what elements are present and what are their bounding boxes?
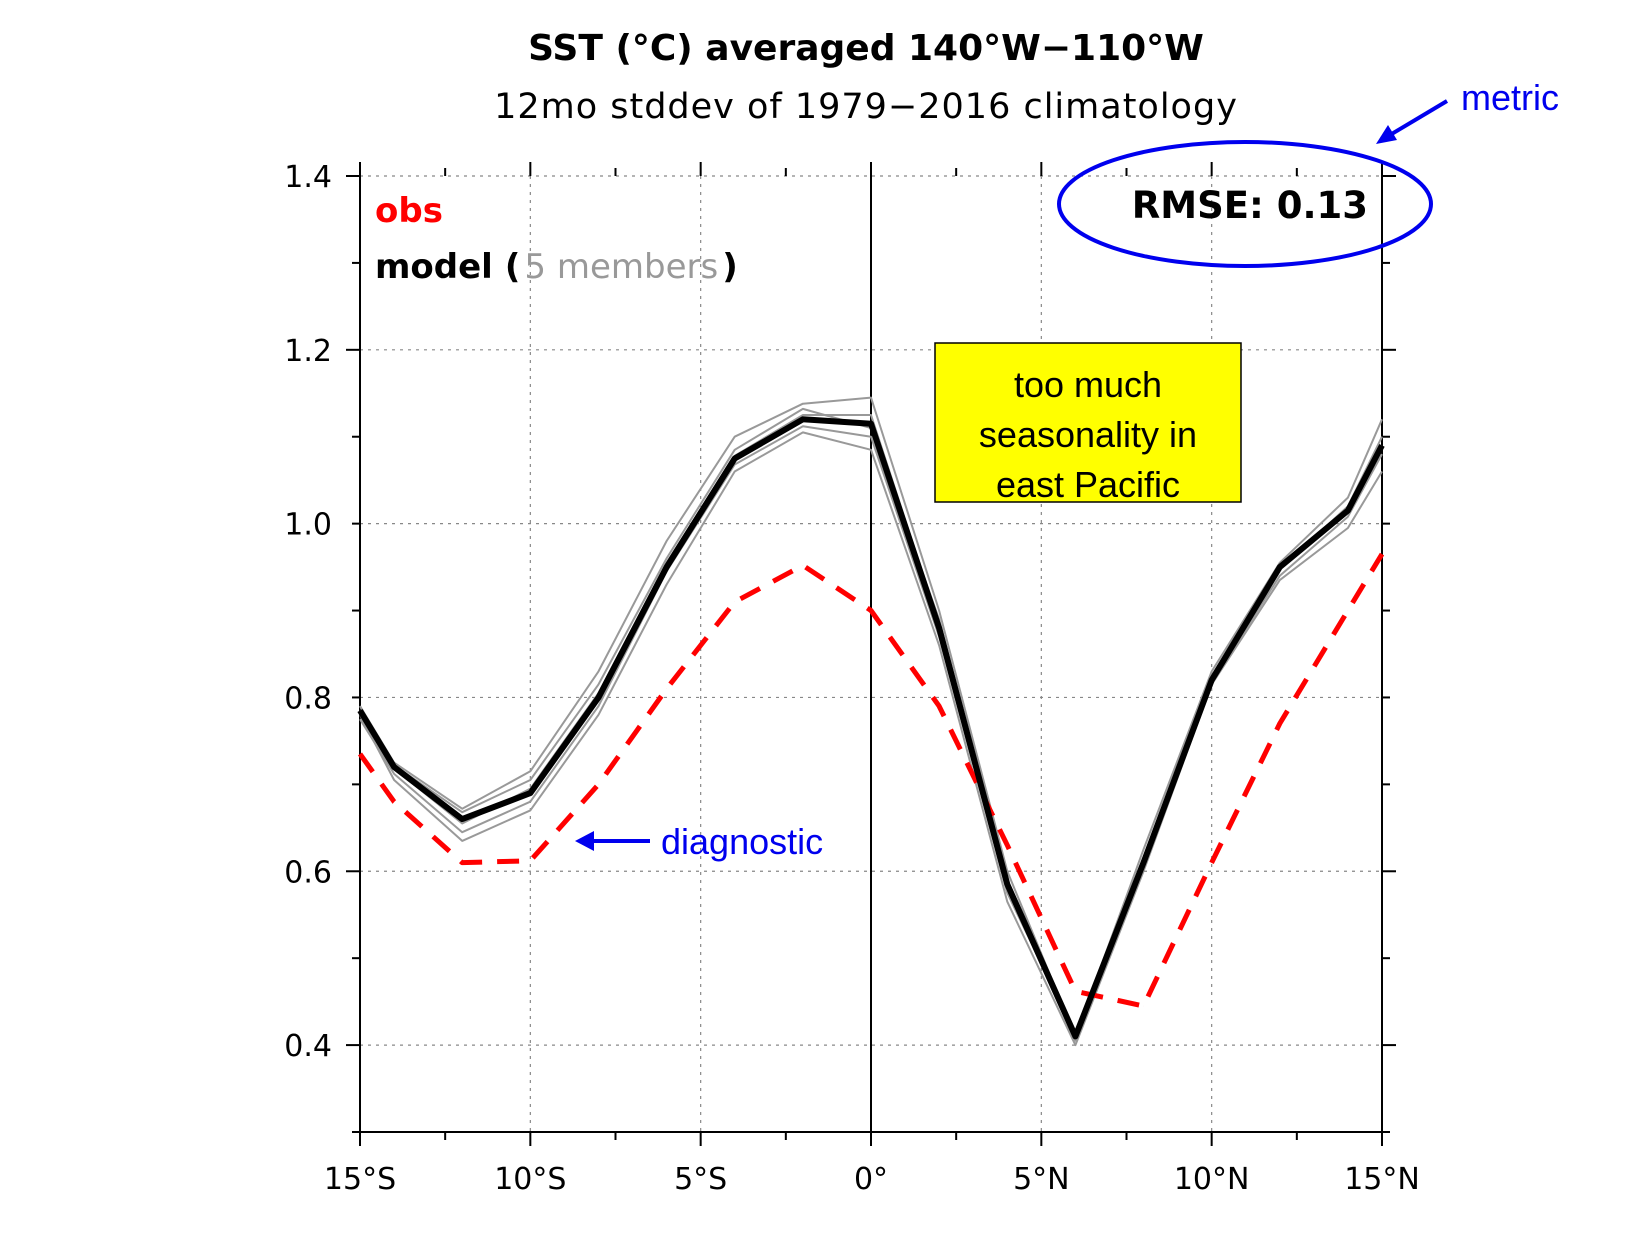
diagnostic-arrow-head: [575, 831, 594, 851]
legend-obs: obs: [375, 191, 443, 231]
metric-label: metric: [1461, 77, 1559, 118]
metric-arrow-head: [1376, 125, 1397, 144]
x-tick-label: 10°N: [1174, 1162, 1250, 1197]
chart-title: SST (°C) averaged 140°W−110°W: [528, 28, 1204, 69]
legend-paren-close: ): [722, 247, 738, 287]
series-lines: [357, 396, 1385, 1047]
tick-labels: 0.4 0.6 0.8 1.0 1.2 1.4 15°S 10°S 5°S 0° 5°N 10°N 15…: [284, 160, 1420, 1197]
x-tick-label: 5°N: [1013, 1162, 1070, 1197]
y-tick-label: 1.2: [284, 334, 332, 369]
metric-ellipse: [1057, 140, 1433, 268]
seasonality-note-line-1: too much: [1014, 364, 1162, 405]
x-tick-label: 0°: [854, 1162, 888, 1197]
x-tick-label: 15°N: [1344, 1162, 1420, 1197]
diagnostic-label: diagnostic: [661, 821, 823, 862]
x-tick-label: 15°S: [324, 1162, 396, 1197]
y-tick-label: 0.8: [284, 681, 332, 716]
legend-members: 5 members: [524, 247, 718, 287]
y-tick-label: 1.0: [284, 508, 332, 543]
seasonality-note-box: [934, 342, 1242, 503]
y-tick-label: 0.6: [284, 855, 332, 890]
model-member-1-line: [359, 396, 1383, 1038]
metric-arrow-shaft: [1388, 99, 1449, 137]
rmse-value: RMSE: 0.13: [1132, 184, 1368, 227]
model-member-2-line: [359, 431, 1383, 1047]
y-tick-label: 0.4: [284, 1029, 332, 1064]
y-tick-label: 1.4: [284, 160, 332, 195]
seasonality-note-line-2: seasonality in: [979, 414, 1197, 455]
x-tick-label: 5°S: [674, 1162, 727, 1197]
x-tick-label: 10°S: [494, 1162, 566, 1197]
seasonality-note-line-3: east Pacific: [996, 464, 1180, 505]
legend-model-label: model: [375, 247, 493, 287]
legend-model: model (5 members): [375, 247, 738, 287]
legend-paren-open: (: [505, 247, 521, 287]
axes: [346, 162, 1396, 1146]
chart-subtitle: 12mo stddev of 1979−2016 climatology: [494, 87, 1238, 127]
